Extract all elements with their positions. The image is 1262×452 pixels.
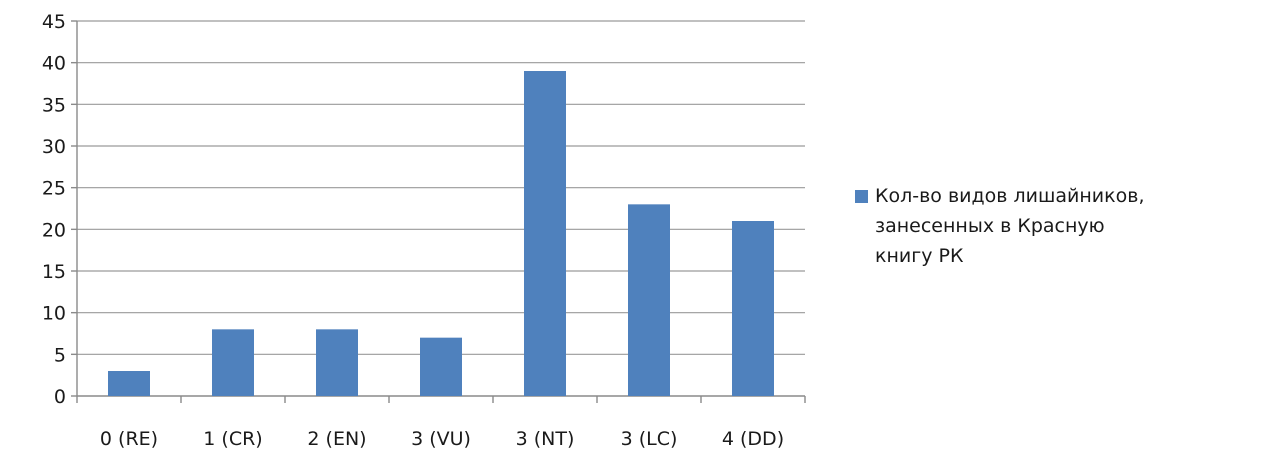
x-tick-label: 4 (DD) — [722, 428, 784, 450]
y-tick-label: 45 — [42, 11, 66, 33]
legend: Кол-во видов лишайников, занесенных в Кр… — [855, 181, 1255, 271]
y-tick-label: 40 — [42, 53, 66, 75]
x-tick-label: 3 (VU) — [411, 428, 471, 450]
y-tick-label: 10 — [42, 303, 66, 325]
y-tick-label: 5 — [54, 344, 66, 366]
bar — [420, 337, 462, 396]
bar — [212, 329, 254, 396]
bar — [524, 71, 566, 396]
y-tick-label: 25 — [42, 178, 66, 200]
x-tick-label: 1 (CR) — [203, 428, 262, 450]
y-tick-label: 0 — [54, 386, 66, 408]
x-tick-label: 2 (EN) — [307, 428, 366, 450]
bar — [732, 221, 774, 396]
x-tick-label: 3 (LC) — [621, 428, 678, 450]
bar — [316, 329, 358, 396]
legend-label: Кол-во видов лишайников, занесенных в Кр… — [875, 185, 1145, 267]
legend-swatch — [855, 190, 868, 203]
bar — [108, 371, 150, 396]
y-tick-label: 35 — [42, 94, 66, 116]
x-tick-label: 0 (RE) — [100, 428, 158, 450]
y-tick-label: 15 — [42, 261, 66, 283]
bar — [628, 204, 670, 396]
x-tick-label: 3 (NT) — [516, 428, 575, 450]
y-tick-label: 20 — [42, 219, 66, 241]
y-tick-label: 30 — [42, 136, 66, 158]
